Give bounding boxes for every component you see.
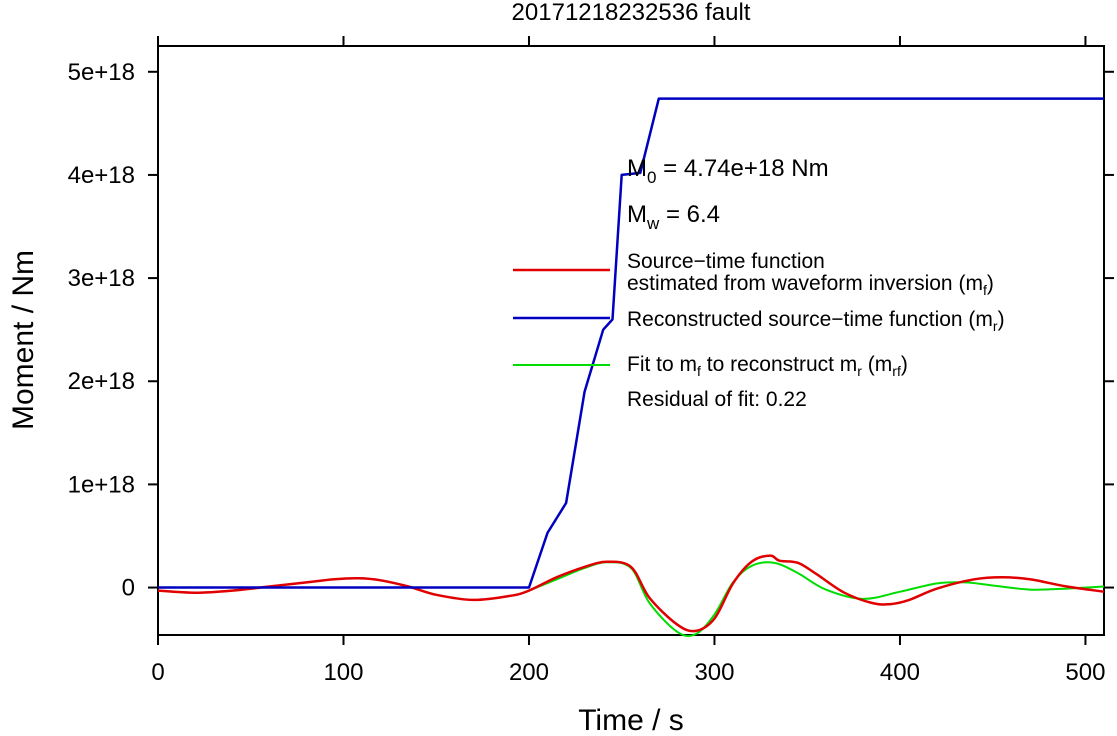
x-tick-label: 200 <box>509 659 549 686</box>
x-axis-label: Time / s <box>578 704 684 736</box>
y-tick-label: 4e+18 <box>68 162 135 189</box>
x-tick-label: 300 <box>694 659 734 686</box>
legend-label-reconstructed: Reconstructed source−time function (mr) <box>627 308 1005 334</box>
y-tick-label: 0 <box>122 575 135 602</box>
y-axis-label: Moment / Nm <box>7 250 40 430</box>
legend-label-source-time-line2: estimated from waveform inversion (mf) <box>627 272 994 298</box>
series-line-source-time <box>157 554 1105 633</box>
x-tick-label: 500 <box>1065 659 1105 686</box>
legend-label-source-time: Source−time function <box>627 250 825 273</box>
x-tick-label: 100 <box>323 659 363 686</box>
series-line-reconstructed <box>158 97 1104 589</box>
legend-label-fit: Fit to mf to reconstruct mr (mrf) <box>627 353 908 379</box>
y-tick-label: 3e+18 <box>68 265 135 292</box>
plot-frame <box>157 45 1105 636</box>
axis-ticks: 0 100 200 300 400 500 0 1e+18 2e+18 3e+18 4e+18 5e+… <box>68 36 1114 686</box>
y-tick-label: 2e+18 <box>68 368 135 395</box>
series-lines <box>157 97 1105 637</box>
chart-title: 20171218232536 fault <box>512 0 751 26</box>
y-tick-label: 5e+18 <box>68 59 135 86</box>
x-tick-label: 0 <box>151 659 164 686</box>
y-tick-label: 1e+18 <box>68 471 135 498</box>
x-tick-label: 400 <box>880 659 920 686</box>
mw-annotation: Mw = 6.4 <box>627 201 720 233</box>
m0-annotation: M0 = 4.74e+18 Nm <box>627 155 829 187</box>
residual-label: Residual of fit: 0.22 <box>627 388 807 411</box>
moment-annotations: M0 = 4.74e+18 Nm Mw = 6.4 <box>627 155 829 233</box>
legend: Source−time function estimated from wave… <box>513 250 1005 411</box>
